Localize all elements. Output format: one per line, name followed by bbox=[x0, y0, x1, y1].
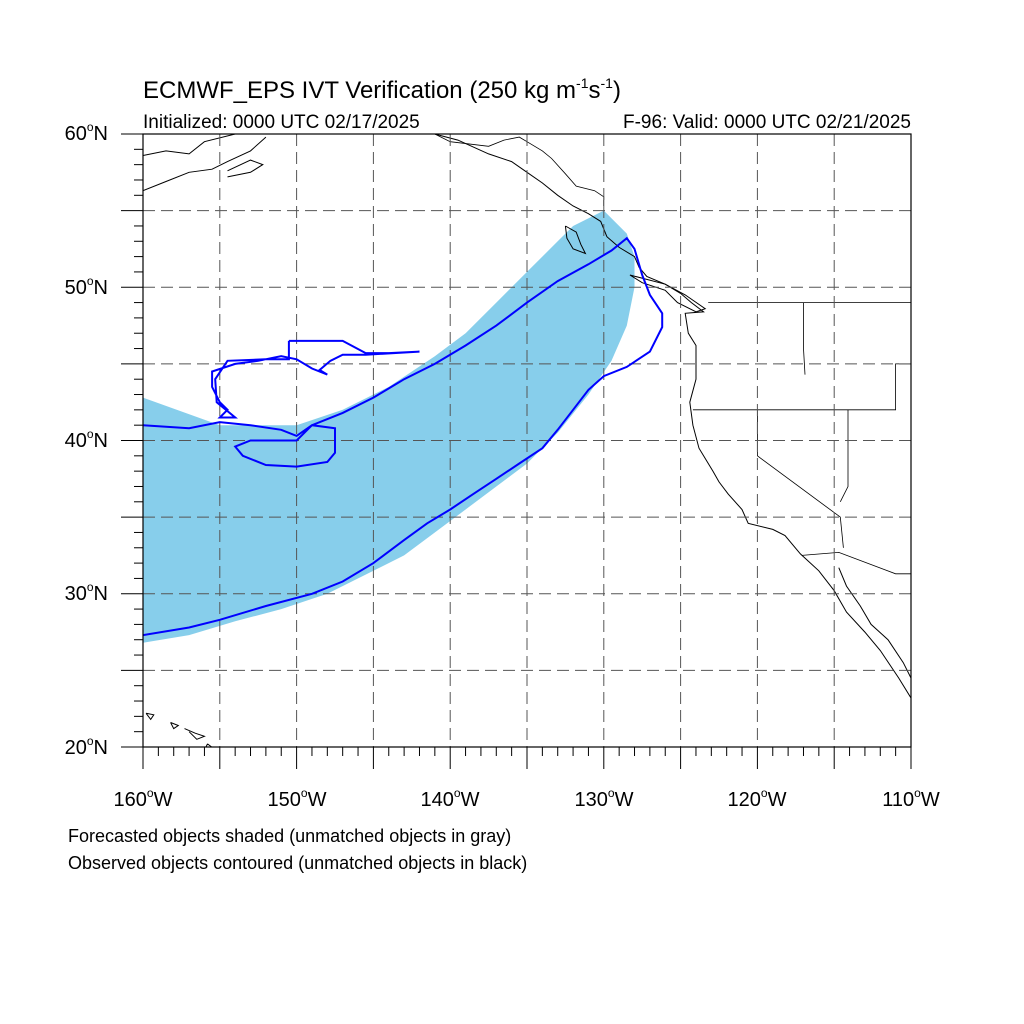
coastline-segment bbox=[564, 225, 587, 255]
lat-label-30: 30oN bbox=[65, 580, 108, 605]
legend-forecast-note: Forecasted objects shaded (unmatched obj… bbox=[68, 826, 511, 846]
valid-time: F-96: Valid: 0000 UTC 02/21/2025 bbox=[623, 112, 911, 133]
coastline-segment bbox=[143, 136, 267, 192]
lon-label-110: 110oW bbox=[882, 786, 940, 811]
lon-label-140: 140oW bbox=[421, 786, 480, 811]
lat-lon-grid bbox=[143, 134, 911, 747]
coastline-segment bbox=[838, 567, 911, 679]
border-segment bbox=[839, 409, 849, 502]
coastline-segment bbox=[143, 134, 236, 156]
longitude-labels: 160oW 150oW 140oW 130oW 120oW 110oW bbox=[114, 786, 940, 811]
coastline-segment bbox=[434, 134, 911, 699]
coastline-segment bbox=[227, 159, 264, 178]
border-segment bbox=[434, 134, 605, 206]
coastline-segment bbox=[205, 743, 213, 747]
lon-label-120: 120oW bbox=[728, 786, 787, 811]
border-segment bbox=[757, 409, 844, 548]
observed-object-contour bbox=[143, 236, 664, 637]
map-title: ECMWF_EPS IVT Verification (250 kg m-1s-… bbox=[143, 75, 621, 104]
forecast-object-fill bbox=[143, 210, 635, 643]
coastline-segment bbox=[629, 274, 707, 313]
observed-object-contour-north bbox=[211, 339, 420, 419]
lon-label-150: 150oW bbox=[268, 786, 327, 811]
border-segment bbox=[803, 302, 806, 375]
map-frame bbox=[142, 133, 912, 748]
coastline-segment bbox=[170, 722, 180, 730]
legend-observed-note: Observed objects contoured (unmatched ob… bbox=[68, 853, 527, 873]
coastlines bbox=[143, 134, 911, 747]
lat-label-60: 60oN bbox=[65, 120, 108, 145]
initialized-time: Initialized: 0000 UTC 02/17/2025 bbox=[143, 112, 420, 133]
lat-label-40: 40oN bbox=[65, 427, 108, 452]
latitude-labels: 60oN 50oN 40oN 30oN 20oN bbox=[65, 120, 108, 759]
border-segment bbox=[801, 551, 911, 575]
coastline-segment bbox=[145, 712, 155, 721]
lon-label-160: 160oW bbox=[114, 786, 173, 811]
coastline-segment bbox=[184, 728, 206, 740]
lon-label-130: 130oW bbox=[575, 786, 634, 811]
lat-label-50: 50oN bbox=[65, 274, 108, 299]
axis-ticks bbox=[121, 133, 912, 769]
lat-label-20: 20oN bbox=[65, 734, 108, 759]
border-segment bbox=[692, 363, 911, 411]
